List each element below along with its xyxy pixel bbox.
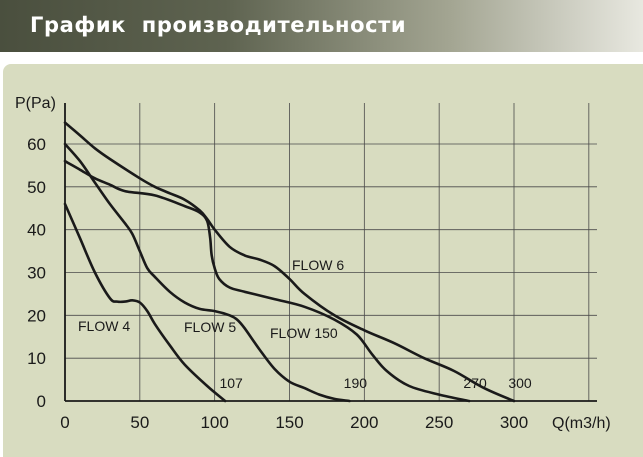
x-tick-label: 50 xyxy=(130,413,149,432)
flow-5-label: FLOW 5 xyxy=(184,319,236,335)
page-title: График производительности xyxy=(30,13,407,37)
y-tick-label: 30 xyxy=(27,264,46,283)
flow-6-line xyxy=(63,121,516,403)
y-tick-label: 50 xyxy=(27,178,46,197)
y-tick-label: 40 xyxy=(27,221,46,240)
y-tick-label: 10 xyxy=(27,349,46,368)
flow-6-max-flow-label: 300 xyxy=(508,375,532,391)
x-axis-label: Q(m3/h) xyxy=(552,415,611,432)
x-tick-label: 250 xyxy=(425,413,453,432)
y-axis-label: P(Pa) xyxy=(15,95,56,112)
y-tick-label: 0 xyxy=(37,392,46,411)
flow-5-line xyxy=(63,142,351,403)
chart-panel xyxy=(3,64,643,457)
flow-4-line xyxy=(63,202,227,403)
x-tick-label: 0 xyxy=(60,413,69,432)
x-tick-label: 300 xyxy=(500,413,528,432)
header-bar: График производительности xyxy=(0,0,643,52)
flow-150-label: FLOW 150 xyxy=(270,325,338,341)
x-tick-label: 150 xyxy=(275,413,303,432)
flow-150-line xyxy=(63,159,471,403)
flow-6-label: FLOW 6 xyxy=(292,257,344,273)
x-tick-label: 200 xyxy=(350,413,378,432)
flow-4-label: FLOW 4 xyxy=(78,318,130,334)
flow-5-max-flow-label: 190 xyxy=(344,375,368,391)
y-tick-label: 20 xyxy=(27,306,46,325)
y-tick-label: 60 xyxy=(27,135,46,154)
flow-4-max-flow-label: 107 xyxy=(219,375,243,391)
x-tick-label: 100 xyxy=(200,413,228,432)
